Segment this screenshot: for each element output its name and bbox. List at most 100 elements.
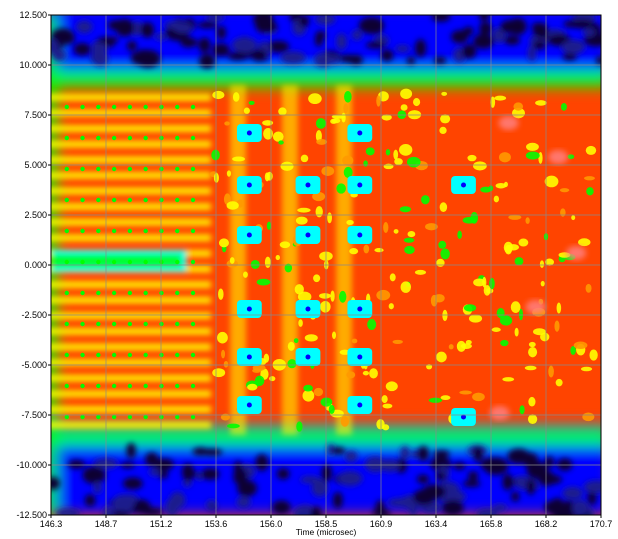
speckle	[399, 144, 413, 156]
lane	[230, 85, 246, 435]
blue-core	[357, 354, 363, 360]
speckle	[389, 273, 396, 282]
blotch	[251, 49, 267, 59]
blotch	[414, 39, 427, 57]
blotch	[206, 499, 217, 510]
speckle	[393, 149, 399, 160]
stripe	[51, 343, 212, 351]
blue-core	[246, 232, 252, 238]
blotch	[68, 459, 86, 469]
speckle	[394, 158, 403, 166]
blotch	[583, 480, 601, 494]
speckle	[460, 343, 472, 350]
speckle	[400, 281, 412, 293]
stripe	[51, 281, 212, 289]
speckle	[264, 172, 270, 182]
speckle	[489, 277, 495, 290]
dot	[190, 259, 196, 265]
y-tick-label: 5.000	[24, 160, 47, 170]
speckle	[526, 142, 539, 151]
speckle	[340, 416, 350, 427]
blue-core	[305, 354, 311, 360]
speckle	[212, 90, 225, 100]
green-band	[51, 254, 182, 268]
speckle	[304, 334, 318, 342]
speckle	[472, 161, 487, 171]
speckle	[339, 349, 350, 355]
dot	[96, 352, 101, 358]
speckle	[346, 371, 356, 379]
speckle	[224, 121, 230, 126]
blue-core	[246, 306, 252, 312]
speckle	[567, 154, 575, 160]
stripe	[51, 296, 212, 304]
dot	[80, 166, 85, 172]
dot	[96, 383, 101, 389]
blotch	[272, 500, 291, 515]
speckle	[266, 221, 272, 230]
blotch	[236, 495, 251, 509]
blotch	[569, 19, 595, 29]
speckle	[303, 384, 313, 392]
blotch	[98, 47, 107, 63]
speckle	[280, 161, 294, 171]
speckle	[377, 91, 389, 102]
blotch	[467, 471, 479, 481]
y-tick-label: -12.500	[16, 510, 47, 520]
y-tick-label: 0.000	[24, 260, 47, 270]
blue-core	[305, 306, 311, 312]
speckle	[493, 195, 500, 203]
speckle	[539, 260, 545, 268]
dot	[159, 259, 164, 265]
speckle	[383, 163, 394, 170]
speckle	[440, 395, 451, 401]
blotch	[130, 51, 150, 62]
speckle	[540, 280, 545, 287]
dot	[127, 290, 133, 296]
blotch	[351, 29, 363, 41]
blotch	[409, 503, 418, 515]
blue-core	[357, 182, 363, 188]
x-axis-title: Time (microsec)	[296, 527, 357, 537]
blotch	[96, 36, 119, 44]
blotch	[433, 56, 447, 65]
y-axis: 12.500 10.000 7.500 5.000 2.500 0.000 -2.500 -5…	[16, 10, 51, 520]
dot	[96, 321, 101, 327]
speckle	[525, 217, 530, 224]
speckle	[548, 365, 554, 378]
dot	[80, 352, 85, 358]
blotch	[479, 21, 493, 35]
blotch	[493, 504, 507, 512]
dot	[64, 290, 69, 296]
speckle	[243, 271, 248, 278]
speckle	[554, 320, 560, 332]
blotch	[504, 35, 521, 45]
blotch	[365, 41, 386, 49]
blotch	[276, 468, 290, 480]
speckle	[300, 154, 309, 163]
dot	[190, 290, 196, 296]
dot	[175, 228, 180, 234]
dot	[80, 228, 85, 234]
dot	[175, 414, 180, 420]
blotch	[561, 40, 586, 55]
blue-core	[357, 232, 363, 238]
x-tick-label: 163.4	[425, 519, 448, 529]
speckle	[212, 368, 226, 378]
dot	[127, 414, 133, 420]
dot	[127, 228, 133, 234]
dot	[80, 383, 85, 389]
speckle	[585, 283, 592, 293]
blue-core	[357, 130, 363, 136]
dot	[127, 321, 133, 327]
blotch	[122, 477, 143, 490]
x-tick-label: 151.2	[150, 519, 173, 529]
dot	[111, 228, 117, 234]
blotch	[126, 442, 136, 459]
speckle	[584, 176, 595, 181]
blotch	[417, 446, 429, 462]
speckle	[533, 328, 546, 336]
speckle	[462, 216, 476, 224]
speckle	[440, 114, 451, 124]
blotch	[562, 53, 577, 61]
